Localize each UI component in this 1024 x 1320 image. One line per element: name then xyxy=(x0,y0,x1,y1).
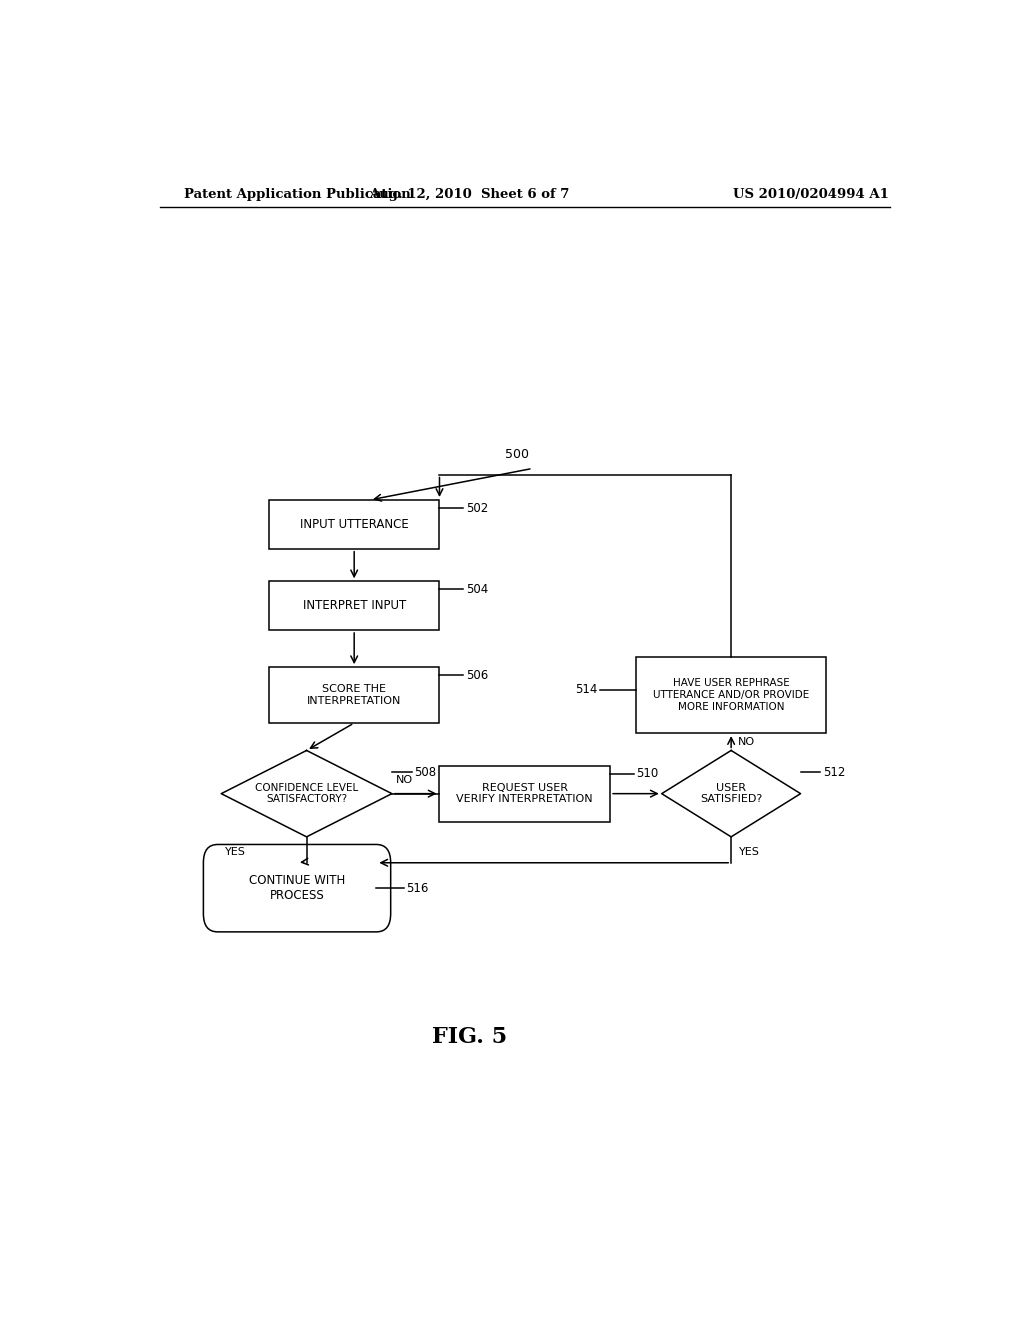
FancyBboxPatch shape xyxy=(269,667,439,723)
Text: SCORE THE
INTERPRETATION: SCORE THE INTERPRETATION xyxy=(307,684,401,706)
Polygon shape xyxy=(221,751,392,837)
Text: HAVE USER REPHRASE
UTTERANCE AND/OR PROVIDE
MORE INFORMATION: HAVE USER REPHRASE UTTERANCE AND/OR PROV… xyxy=(653,678,809,711)
Polygon shape xyxy=(662,751,801,837)
Text: NO: NO xyxy=(396,775,413,785)
Text: NO: NO xyxy=(737,738,755,747)
FancyBboxPatch shape xyxy=(269,500,439,549)
FancyBboxPatch shape xyxy=(439,766,610,821)
Text: 502: 502 xyxy=(466,502,487,515)
FancyBboxPatch shape xyxy=(269,581,439,630)
Text: INTERPRET INPUT: INTERPRET INPUT xyxy=(302,599,406,612)
Text: YES: YES xyxy=(739,847,760,857)
Text: YES: YES xyxy=(225,847,246,857)
Text: CONTINUE WITH
PROCESS: CONTINUE WITH PROCESS xyxy=(249,874,345,902)
Text: CONFIDENCE LEVEL
SATISFACTORY?: CONFIDENCE LEVEL SATISFACTORY? xyxy=(255,783,358,804)
Text: 516: 516 xyxy=(407,882,429,895)
Text: FIG. 5: FIG. 5 xyxy=(432,1026,507,1048)
Text: 504: 504 xyxy=(466,583,487,595)
Text: 510: 510 xyxy=(636,767,658,780)
FancyBboxPatch shape xyxy=(204,845,391,932)
Text: 512: 512 xyxy=(823,766,845,779)
Text: REQUEST USER
VERIFY INTERPRETATION: REQUEST USER VERIFY INTERPRETATION xyxy=(457,783,593,804)
Text: Patent Application Publication: Patent Application Publication xyxy=(183,189,411,202)
Text: 508: 508 xyxy=(414,766,436,779)
Text: US 2010/0204994 A1: US 2010/0204994 A1 xyxy=(732,189,889,202)
Text: INPUT UTTERANCE: INPUT UTTERANCE xyxy=(300,517,409,531)
Text: 506: 506 xyxy=(466,669,487,681)
Text: 514: 514 xyxy=(575,684,598,697)
Text: Aug. 12, 2010  Sheet 6 of 7: Aug. 12, 2010 Sheet 6 of 7 xyxy=(369,189,569,202)
Text: 500: 500 xyxy=(505,449,528,461)
FancyBboxPatch shape xyxy=(636,657,826,733)
Text: USER
SATISFIED?: USER SATISFIED? xyxy=(700,783,762,804)
